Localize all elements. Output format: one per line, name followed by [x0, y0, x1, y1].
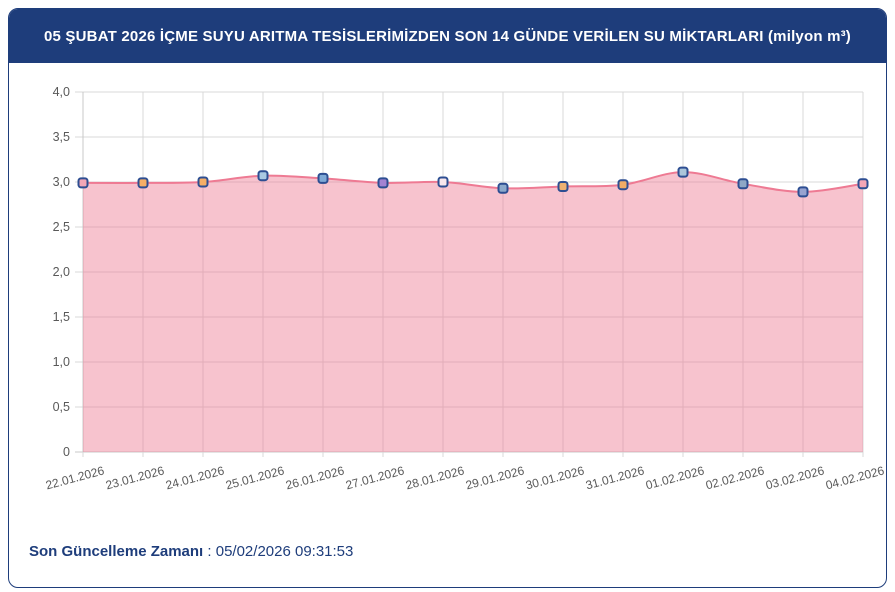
data-point-marker[interactable]: [677, 166, 689, 178]
y-axis-tick-label: 2,0: [53, 265, 70, 279]
x-axis-tick-label: 30.01.2026: [524, 463, 586, 492]
data-point-marker[interactable]: [437, 176, 449, 188]
data-point-marker[interactable]: [137, 177, 149, 189]
water-report-card: 05 ŞUBAT 2026 İÇME SUYU ARITMA TESİSLERİ…: [8, 8, 887, 588]
x-axis-tick-label: 22.01.2026: [44, 463, 106, 492]
last-update-separator: :: [203, 543, 216, 560]
data-point-marker[interactable]: [317, 172, 329, 184]
y-axis-tick-label: 1,0: [53, 355, 70, 369]
x-axis-tick-label: 03.02.2026: [764, 463, 826, 492]
last-update-value: 05/02/2026 09:31:53: [215, 543, 354, 560]
data-point-marker[interactable]: [737, 178, 749, 190]
x-axis-tick-label: 04.02.2026: [824, 463, 884, 492]
chart-panel: 0 0,5 1,0 1,5 2,0 2,5 3,0 3,5 4,0 22.01.2026 23.01…: [9, 65, 886, 587]
y-axis-tick-label: 4,0: [53, 85, 70, 99]
data-point-marker[interactable]: [497, 182, 509, 194]
y-axis-tick-label: 2,5: [53, 220, 70, 234]
y-axis-tick-label: 0: [63, 445, 70, 459]
y-axis-tick-label: 3,0: [53, 175, 70, 189]
y-axis-tick-label: 3,5: [53, 130, 70, 144]
data-point-marker[interactable]: [377, 177, 389, 189]
data-point-marker[interactable]: [617, 179, 629, 191]
data-point-marker[interactable]: [197, 176, 209, 188]
data-point-marker[interactable]: [857, 178, 869, 190]
y-axis-tick-label: 0,5: [53, 400, 70, 414]
x-axis-tick-label: 01.02.2026: [644, 463, 706, 492]
last-update: Son Güncelleme Zamanı : 05/02/2026 09:31…: [29, 543, 886, 560]
y-axis-tick-label: 1,5: [53, 310, 70, 324]
x-axis-tick-label: 26.01.2026: [284, 463, 346, 492]
area-fill: [83, 172, 863, 452]
x-axis-tick-label: 28.01.2026: [404, 463, 466, 492]
x-axis-tick-label: 25.01.2026: [224, 463, 286, 492]
x-axis-tick-label: 31.01.2026: [584, 463, 646, 492]
x-axis-tick-label: 23.01.2026: [104, 463, 166, 492]
last-update-label: Son Güncelleme Zamanı: [29, 543, 204, 560]
data-point-marker[interactable]: [77, 177, 89, 189]
x-axis-tick-label: 27.01.2026: [344, 463, 406, 492]
x-axis-tick-label: 02.02.2026: [704, 463, 766, 492]
data-point-marker[interactable]: [557, 181, 569, 192]
x-axis-tick-label: 24.01.2026: [164, 463, 226, 492]
data-point-marker[interactable]: [797, 186, 809, 198]
x-axis-tick-label: 29.01.2026: [464, 463, 526, 492]
data-point-marker[interactable]: [257, 170, 269, 182]
chart-title: 05 ŞUBAT 2026 İÇME SUYU ARITMA TESİSLERİ…: [9, 9, 886, 63]
area-chart-svg: 0 0,5 1,0 1,5 2,0 2,5 3,0 3,5 4,0 22.01.202623.01…: [44, 85, 884, 492]
